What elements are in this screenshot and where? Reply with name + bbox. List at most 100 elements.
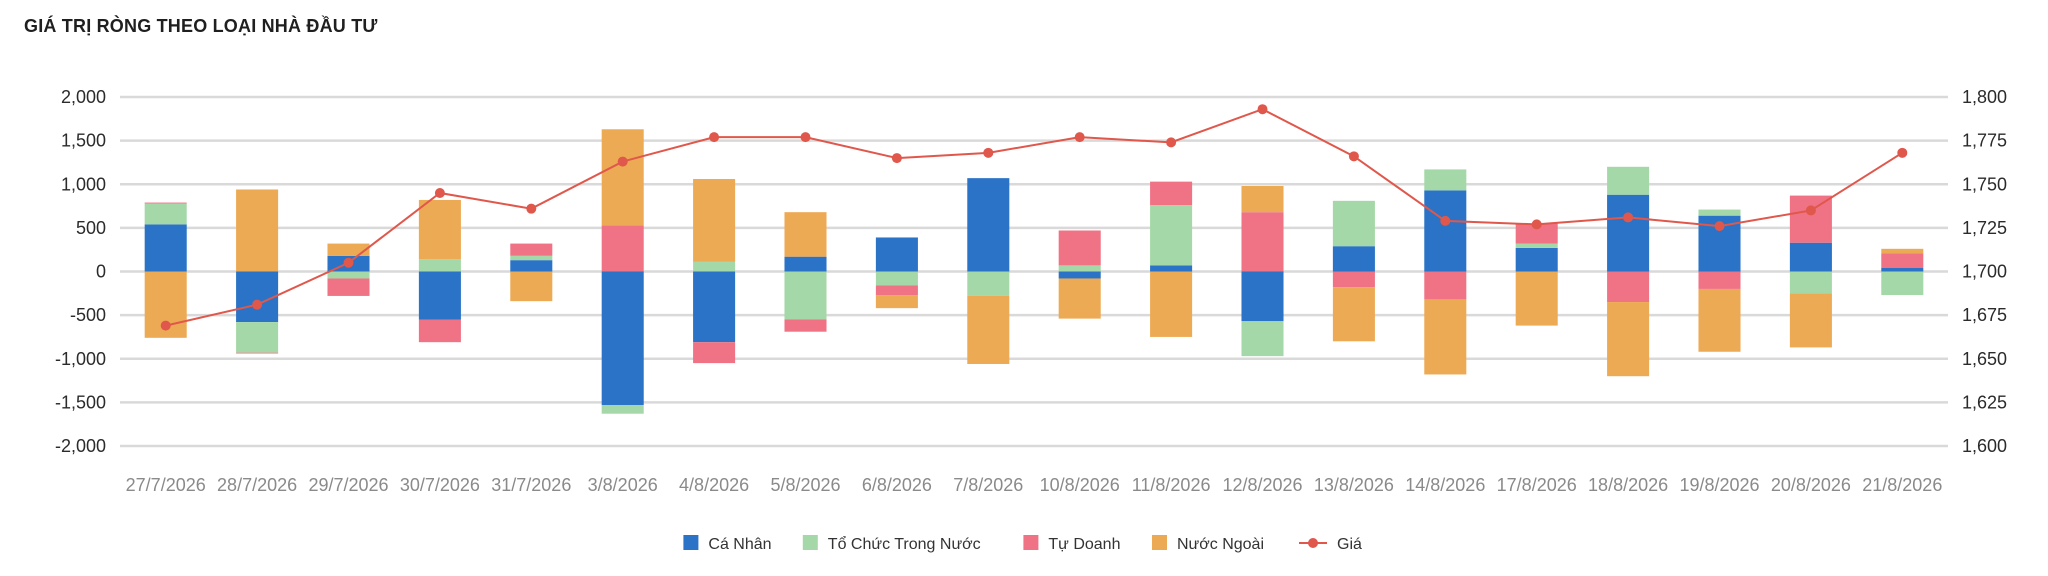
bar-segment xyxy=(875,271,918,286)
bar-segment xyxy=(1789,293,1832,348)
bar-segment xyxy=(1058,265,1101,272)
bar-segment xyxy=(1150,181,1193,206)
bar-segment xyxy=(693,179,736,262)
price-point xyxy=(983,147,994,158)
legend-label: Nước Ngoài xyxy=(1177,536,1264,553)
bar-segment xyxy=(418,199,461,260)
legend-swatch xyxy=(683,535,699,550)
price-point xyxy=(343,257,354,268)
left-tick-label: 1,500 xyxy=(61,131,106,151)
legend-label: Cá Nhân xyxy=(708,536,771,553)
left-tick-label: -1,500 xyxy=(55,392,106,412)
bar-segment xyxy=(236,189,279,272)
bar-segment xyxy=(967,295,1010,364)
price-line xyxy=(160,104,1908,331)
price-point xyxy=(1805,205,1816,216)
x-tick-label: 27/7/2026 xyxy=(126,475,206,495)
right-tick-label: 1,725 xyxy=(1962,218,2007,238)
bar-segment xyxy=(1150,271,1193,337)
bar-segment xyxy=(1607,166,1650,195)
x-tick-label: 10/8/2026 xyxy=(1040,475,1120,495)
price-point xyxy=(1623,212,1634,223)
x-tick-label: 3/8/2026 xyxy=(588,475,658,495)
bar-segment xyxy=(1607,302,1650,377)
x-tick-label: 11/8/2026 xyxy=(1132,475,1211,495)
bar-segment xyxy=(875,295,918,309)
bar-segment xyxy=(1332,246,1375,272)
bar-segment xyxy=(784,212,827,257)
bar-segment xyxy=(1881,268,1924,272)
right-axis-labels: 1,800 1,775 1,750 1,725 1,700 1,675 1,650 1,625… xyxy=(1962,87,2007,456)
bar-segment xyxy=(144,202,187,204)
bar-segment xyxy=(784,319,827,332)
bar-segment xyxy=(1515,247,1558,272)
legend-swatch xyxy=(1152,535,1167,550)
x-tick-label: 18/8/2026 xyxy=(1588,475,1668,495)
right-tick-label: 1,625 xyxy=(1962,392,2007,412)
left-tick-label: 0 xyxy=(96,262,106,282)
bar-segment xyxy=(1424,271,1467,300)
bar-segment xyxy=(1150,265,1193,272)
bar-segment xyxy=(1698,209,1741,216)
price-point xyxy=(1440,215,1451,226)
legend-label: Giá xyxy=(1337,536,1362,553)
bar-segment xyxy=(967,178,1010,272)
legend-line-marker xyxy=(1308,538,1318,548)
bar-segment xyxy=(1698,271,1741,289)
x-tick-label: 14/8/2026 xyxy=(1405,475,1485,495)
right-tick-label: 1,650 xyxy=(1962,349,2007,369)
left-tick-label: -1,000 xyxy=(55,349,106,369)
right-tick-label: 1,700 xyxy=(1962,262,2007,282)
price-point xyxy=(526,203,537,214)
bar-segment xyxy=(875,285,918,296)
chart-title: GIÁ TRỊ RÒNG THEO LOẠI NHÀ ĐẦU TƯ xyxy=(24,16,378,36)
price-point xyxy=(1257,104,1268,115)
right-tick-label: 1,775 xyxy=(1962,131,2007,151)
bar-segment xyxy=(236,271,279,323)
price-point xyxy=(617,156,628,167)
x-tick-label: 20/8/2026 xyxy=(1771,475,1851,495)
x-tick-label: 30/7/2026 xyxy=(400,475,480,495)
bar-segment xyxy=(601,271,644,405)
price-point xyxy=(434,187,445,198)
left-tick-label: 2,000 xyxy=(61,87,106,107)
price-point xyxy=(891,153,902,164)
bar-segment xyxy=(510,260,553,272)
grid-lines xyxy=(120,95,1948,448)
x-tick-label: 12/8/2026 xyxy=(1222,475,1302,495)
left-axis-labels: 2,000 1,500 1,000 500 0 -500 -1,000 -1,500 -2,00… xyxy=(55,87,106,456)
bar-segment xyxy=(236,322,279,353)
bar-segment xyxy=(510,255,553,261)
x-tick-label: 29/7/2026 xyxy=(308,475,388,495)
bar-segment xyxy=(1515,271,1558,326)
bar-segment xyxy=(784,256,827,272)
price-point xyxy=(252,299,263,310)
x-tick-label: 5/8/2026 xyxy=(770,475,840,495)
bar-segment xyxy=(1698,288,1741,352)
bar-segment xyxy=(144,203,187,225)
bar-segment xyxy=(693,261,736,272)
bar-segment xyxy=(418,271,461,320)
bar-segment xyxy=(1881,271,1924,296)
bar-segment xyxy=(418,319,461,343)
bar-segment xyxy=(601,129,644,226)
bar-segment xyxy=(1789,195,1832,243)
x-tick-label: 19/8/2026 xyxy=(1679,475,1759,495)
bar-segment xyxy=(875,237,918,272)
bar-segment xyxy=(1789,242,1832,272)
left-tick-label: -500 xyxy=(70,305,106,325)
x-tick-label: 4/8/2026 xyxy=(679,475,749,495)
bar-segment xyxy=(1881,248,1924,254)
x-tick-label: 7/8/2026 xyxy=(953,475,1023,495)
right-tick-label: 1,750 xyxy=(1962,174,2007,194)
bar-segment xyxy=(1058,271,1101,279)
legend-swatch xyxy=(802,535,818,550)
price-point xyxy=(709,132,720,143)
right-tick-label: 1,600 xyxy=(1962,436,2007,456)
x-axis-labels: 27/7/2026 28/7/2026 29/7/2026 30/7/2026 31/7… xyxy=(126,475,1943,495)
bar-segment xyxy=(1150,205,1193,266)
bar-segment xyxy=(1332,271,1375,288)
bar-segment xyxy=(693,342,736,364)
